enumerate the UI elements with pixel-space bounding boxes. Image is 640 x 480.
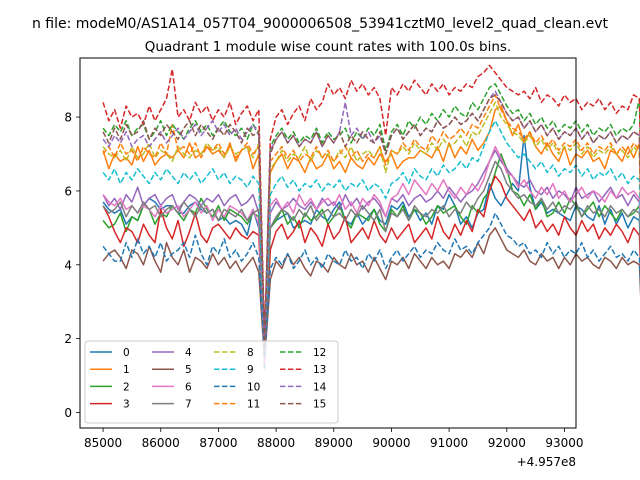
y-tick-label-1: 2 (64, 332, 72, 346)
series-line-13 (102, 64, 640, 340)
series-line-4 (102, 149, 640, 358)
x-tick-label-8: 93000 (545, 436, 583, 450)
y-tick-label-0: 0 (64, 406, 72, 420)
series-line-1 (102, 105, 640, 340)
legend-label-13: 13 (313, 364, 326, 376)
x-tick-label-1: 86000 (142, 436, 180, 450)
x-tick-label-2: 87000 (199, 436, 237, 450)
x-offset-label: +4.957e8 (517, 455, 576, 469)
legend-label-5: 5 (185, 364, 192, 376)
y-axis: 0 2 4 6 8 (64, 111, 80, 420)
legend-label-12: 12 (313, 347, 326, 359)
chart-title: Quadrant 1 module wise count rates with … (145, 39, 511, 55)
legend-label-3: 3 (123, 399, 130, 411)
x-tick-label-7: 92000 (488, 436, 526, 450)
x-tick-label-6: 91000 (430, 436, 468, 450)
series-line-9 (102, 120, 640, 351)
legend-label-2: 2 (123, 381, 130, 393)
y-tick-label-2: 4 (64, 258, 72, 272)
plot-lines (102, 64, 640, 369)
axes-frame (79, 57, 577, 429)
legend-label-9: 9 (247, 364, 254, 376)
legend-label-0: 0 (123, 347, 130, 359)
y-tick-label-4: 8 (64, 111, 72, 125)
y-tick-label-3: 6 (64, 184, 72, 198)
x-tick-label-3: 88000 (257, 436, 295, 450)
legend-box (84, 340, 339, 424)
legend-label-15: 15 (313, 399, 326, 411)
legend-label-1: 1 (123, 364, 130, 376)
legend-label-10: 10 (247, 381, 260, 393)
x-axis: 85000 86000 87000 88000 89000 90000 91000 92000… (84, 428, 584, 450)
series-line-2 (102, 153, 640, 355)
x-tick-label-5: 90000 (372, 436, 410, 450)
legend-label-8: 8 (247, 347, 254, 359)
legend-label-11: 11 (247, 399, 260, 411)
legend-label-7: 7 (185, 399, 192, 411)
legend-label-4: 4 (185, 347, 192, 359)
x-tick-label-0: 85000 (84, 436, 122, 450)
series-line-11 (102, 94, 640, 344)
series-line-5 (102, 227, 640, 362)
series-line-7 (102, 160, 640, 355)
series-line-15 (102, 94, 640, 347)
legend-label-6: 6 (185, 381, 192, 393)
series-line-10 (102, 212, 640, 358)
legend-label-14: 14 (313, 381, 327, 393)
figure-suptitle: n file: modeM0/AS1A14_057T04_9000006508_… (32, 16, 609, 32)
series-line-6 (102, 145, 640, 366)
series-line-12 (102, 83, 640, 347)
x-tick-label-4: 89000 (315, 436, 353, 450)
